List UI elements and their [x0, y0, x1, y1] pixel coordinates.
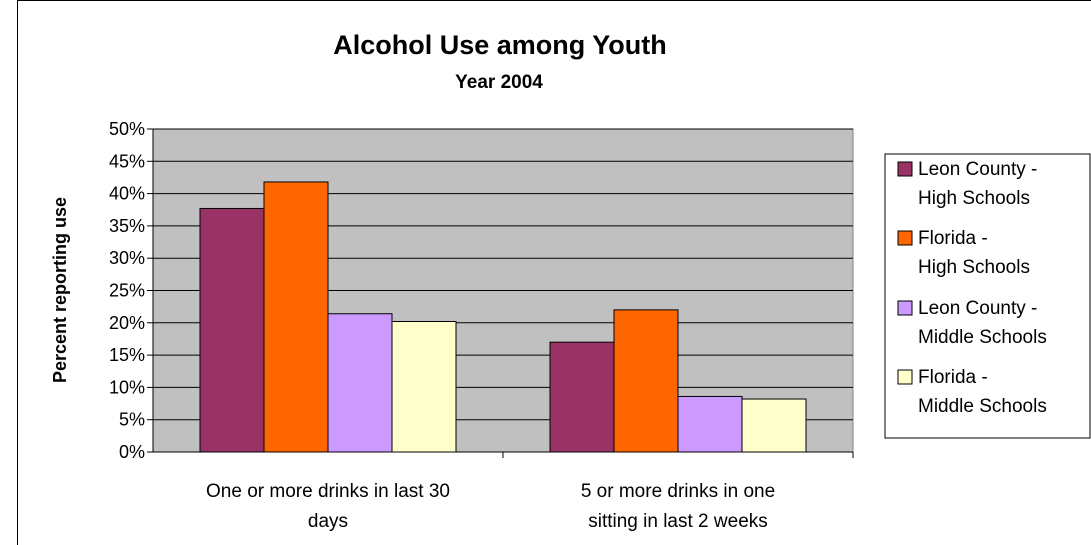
chart-title: Alcohol Use among Youth: [333, 30, 667, 60]
bar: [613, 309, 679, 453]
legend-label: Middle Schools: [918, 396, 1047, 417]
legend: Leon County - High Schools Florida - High S…: [884, 153, 1091, 439]
bar: [741, 398, 807, 453]
bars: [199, 181, 807, 453]
legend-label: High Schools: [918, 188, 1030, 209]
x-tick-label: One or more drinks in last 30: [206, 481, 450, 502]
y-tick-label: 30%: [109, 248, 145, 268]
x-tick-label: 5 or more drinks in one: [581, 481, 775, 502]
y-tick-label: 25%: [109, 281, 145, 301]
bar: [199, 207, 265, 453]
bar: [391, 321, 457, 453]
legend-label: High Schools: [918, 257, 1030, 278]
legend-label: Leon County -: [918, 159, 1037, 180]
legend-box: [884, 153, 1091, 439]
y-tick-label: 40%: [109, 184, 145, 204]
legend-swatch: [897, 369, 913, 385]
bar: [549, 341, 615, 453]
y-tick-label: 50%: [109, 119, 145, 139]
chart-frame: [17, 0, 1091, 545]
y-tick-label: 0%: [119, 442, 145, 462]
y-tick-label: 45%: [109, 151, 145, 171]
bar: [677, 395, 743, 453]
legend-swatch: [897, 230, 913, 246]
y-tick-labels: 0% 5% 10% 15% 20% 25% 30% 35% 40% 45% 50%: [109, 119, 145, 462]
y-tick-label: 20%: [109, 313, 145, 333]
legend-label: Leon County -: [918, 298, 1037, 319]
legend-label: Middle Schools: [918, 327, 1047, 348]
legend-label: Florida -: [918, 228, 988, 249]
x-tick-label: days: [308, 511, 348, 532]
x-tick-labels: One or more drinks in last 30 days 5 or mo…: [206, 481, 775, 532]
legend-swatch: [897, 161, 913, 177]
axes: [147, 128, 854, 458]
y-tick-label: 10%: [109, 377, 145, 397]
x-tick-label: sitting in last 2 weeks: [588, 511, 768, 532]
legend-swatch: [897, 300, 913, 316]
y-tick-label: 35%: [109, 216, 145, 236]
y-tick-label: 5%: [119, 410, 145, 430]
bar: [327, 313, 393, 453]
chart-subtitle: Year 2004: [455, 72, 543, 93]
bar: [263, 181, 329, 453]
legend-label: Florida -: [918, 367, 988, 388]
y-axis-label: Percent reporting use: [50, 197, 70, 383]
y-tick-label: 15%: [109, 345, 145, 365]
